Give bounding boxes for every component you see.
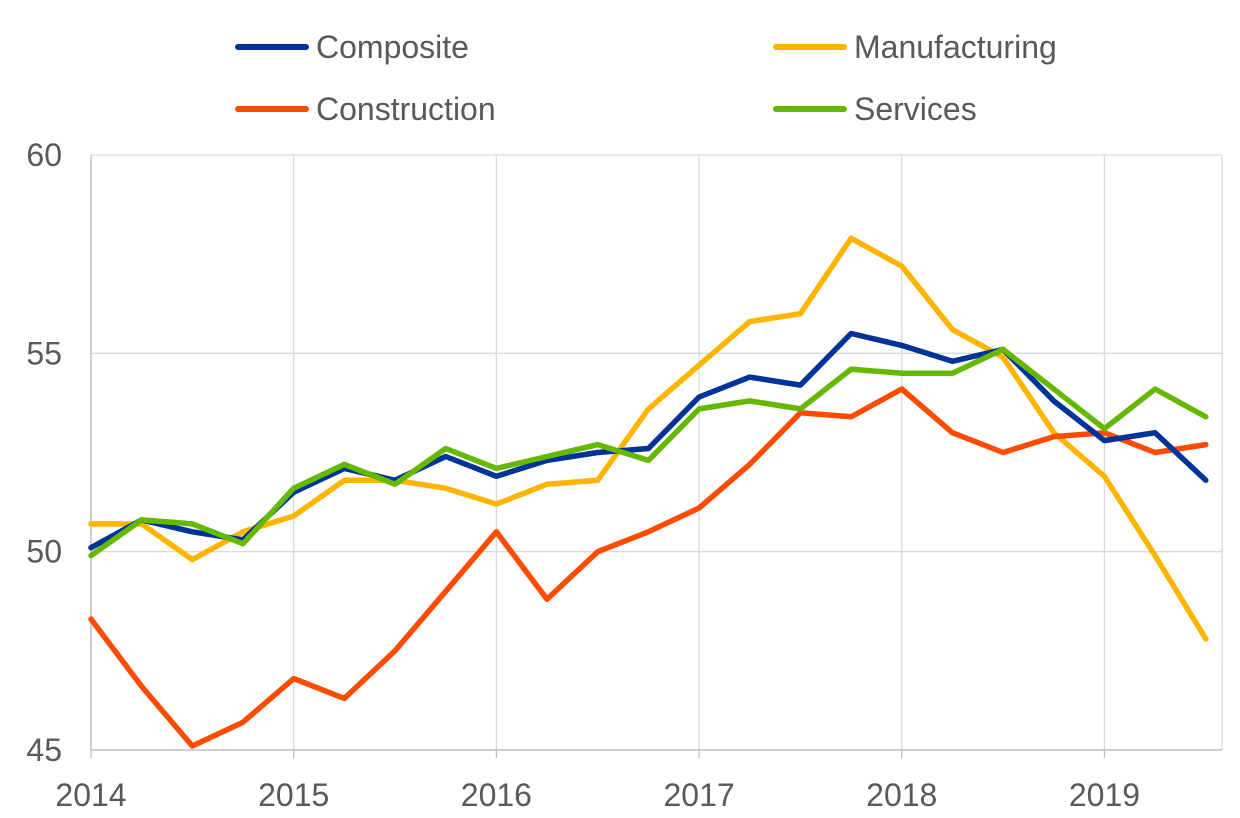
series-line-construction: [88, 386, 1209, 749]
gridlines: [91, 154, 1223, 750]
legend-label: Composite: [316, 29, 469, 65]
y-tick-label: 45: [26, 732, 62, 768]
legend-label: Construction: [316, 91, 496, 127]
x-tick-label: 2015: [258, 777, 329, 813]
legend-label: Services: [854, 91, 977, 127]
x-tick-label: 2016: [461, 777, 532, 813]
x-tick-label: 2019: [1069, 777, 1140, 813]
axes: [90, 155, 1222, 758]
legend-item-construction: Construction: [235, 91, 496, 127]
x-tick-label: 2017: [663, 777, 734, 813]
x-tick-label: 2018: [866, 777, 937, 813]
legend-label: Manufacturing: [854, 29, 1057, 65]
y-tick-label: 50: [26, 534, 62, 570]
series-line-manufacturing: [88, 235, 1209, 642]
legend-item-composite: Composite: [235, 29, 469, 65]
legend-item-services: Services: [773, 91, 977, 127]
legend: Composite Manufacturing Construction Servic…: [235, 29, 1057, 127]
legend-item-manufacturing: Manufacturing: [773, 29, 1057, 65]
y-axis-tick-labels: 45 50 55 60: [26, 137, 62, 768]
series-lines: [88, 235, 1209, 749]
x-tick-label: 2014: [55, 777, 126, 813]
series-line-services: [88, 346, 1209, 559]
y-tick-label: 60: [26, 137, 62, 173]
y-tick-label: 55: [26, 335, 62, 371]
x-axis-tick-labels: 2014 2015 2016 2017 2018 2019: [55, 777, 1140, 813]
